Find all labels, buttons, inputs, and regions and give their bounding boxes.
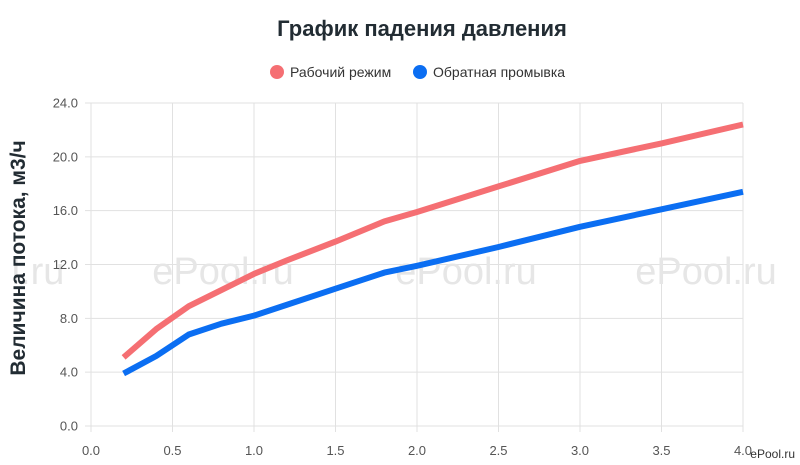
legend-label[interactable]: Обратная промывка: [433, 64, 565, 80]
y-axis-ticks: 0.0 4.0 8.0 12.0 16.0 20.0 24.0: [53, 96, 78, 434]
watermark-text: ePool.ru: [635, 251, 777, 293]
chart-legend: Рабочий режим Обратная промывка: [270, 64, 565, 80]
x-tick-label: 2.5: [489, 443, 507, 458]
legend-marker[interactable]: [270, 65, 284, 79]
series-line-1: [121, 121, 744, 360]
y-tick-label: 20.0: [53, 149, 78, 164]
x-tick-label: 1.5: [326, 443, 344, 458]
y-tick-label: 16.0: [53, 203, 78, 218]
series-line-2: [122, 188, 744, 377]
corner-logo: ePool.ru: [750, 447, 795, 461]
x-tick-label: 0.0: [82, 443, 100, 458]
watermark-text: l.ru: [12, 251, 65, 293]
y-axis-title: Величина потока, м3/ч: [7, 140, 30, 375]
y-tick-label: 4.0: [60, 365, 78, 380]
x-axis-ticks: 0.0 0.5 1.0 1.5 2.0 2.5 3.0 3.5 4.0: [82, 443, 752, 458]
x-tick-label: 2.0: [408, 443, 426, 458]
x-tick-label: 1.0: [245, 443, 263, 458]
watermark-layer: l.ru ePool.ru ePool.ru ePool.ru: [12, 251, 777, 293]
y-tick-label: 0.0: [60, 419, 78, 434]
x-tick-label: 3.5: [652, 443, 670, 458]
x-tick-label: 4.0: [734, 443, 752, 458]
legend-label[interactable]: Рабочий режим: [290, 64, 391, 80]
watermark-text: ePool.ru: [395, 251, 537, 293]
x-tick-label: 3.0: [571, 443, 589, 458]
y-tick-label: 24.0: [53, 96, 78, 111]
chart-series: [121, 121, 744, 377]
y-tick-label: 8.0: [60, 311, 78, 326]
y-tick-label: 12.0: [53, 257, 78, 272]
x-tick-label: 0.5: [163, 443, 181, 458]
chart-title: График падения давления: [277, 16, 567, 41]
legend-marker[interactable]: [413, 65, 427, 79]
